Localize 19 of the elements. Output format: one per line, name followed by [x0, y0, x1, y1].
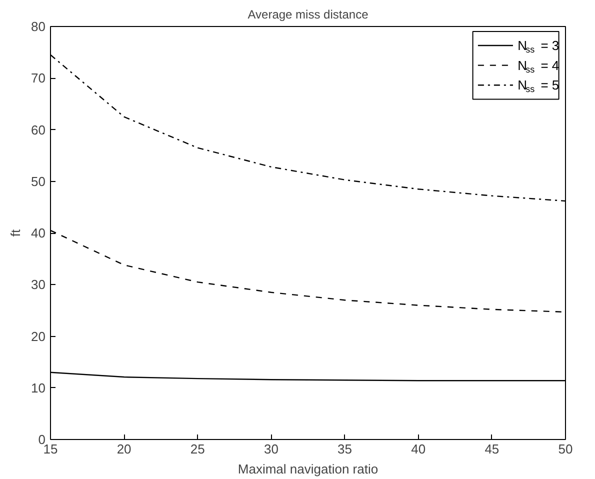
y-tick-label: 20 — [31, 328, 46, 344]
chart-title: Average miss distance — [248, 8, 369, 22]
y-tick-label: 50 — [31, 174, 46, 189]
y-tick-label: 30 — [31, 277, 46, 292]
x-tick-label: 50 — [558, 442, 573, 456]
x-tick-label: 45 — [484, 442, 500, 456]
x-tick-label: 35 — [338, 442, 352, 456]
y-axis-title: ft — [8, 229, 24, 237]
y-tick-label: 60 — [31, 122, 46, 138]
x-tick-label: 20 — [116, 442, 132, 456]
x-axis-title: Maximal navigation ratio — [238, 462, 378, 476]
y-tick-label: 10 — [31, 380, 46, 396]
y-tick-label: 70 — [31, 70, 46, 86]
x-tick-label: 30 — [264, 442, 278, 456]
y-tick-label: 40 — [31, 226, 46, 240]
x-tick-label: 25 — [190, 442, 205, 456]
x-tick-label: 40 — [411, 442, 426, 456]
y-tick-label: 0 — [38, 432, 46, 447]
y-tick-label: 80 — [31, 19, 46, 34]
